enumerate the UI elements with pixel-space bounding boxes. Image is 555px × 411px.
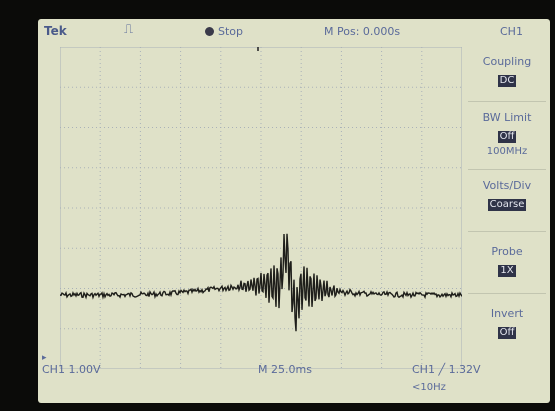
bw-limit-bandwidth: 100MHz [486,146,528,157]
menu-divider [468,169,546,170]
channel-scale-readout: CH1 1.00V [42,363,101,376]
probe-menu-button[interactable]: Probe 1X [470,245,544,277]
trigger-edge-icon: ⎍ [124,22,134,37]
horizontal-position-readout: M Pos: 0.000s [324,25,401,38]
run-state-indicator-icon [205,27,214,36]
channel-menu: CH1 Coupling DC BW Limit Off 100MHz Volt… [462,19,550,403]
run-state-label: Stop [218,25,244,38]
channel-ground-marker-icon: ▸ [42,353,47,363]
oscilloscope-screen: Tek ⎍ Stop M Pos: 0.000s CH1 Coupling DC… [38,19,550,403]
menu-divider [468,101,546,102]
menu-divider [468,231,546,232]
probe-label: Probe [491,245,523,258]
coupling-label: Coupling [482,55,532,68]
timebase-readout: M 25.0ms [258,363,312,376]
menu-title: CH1 [500,25,523,38]
graticule [60,47,462,369]
trigger-frequency-readout: <10Hz [412,382,446,393]
bw-limit-menu-button[interactable]: BW Limit Off 100MHz [470,111,544,158]
waveform-display [60,47,462,369]
trigger-level-readout: CH1 ╱ 1.32V [412,363,481,376]
volts-div-label: Volts/Div [482,179,532,192]
volts-div-value: Coarse [487,199,527,211]
trigger-position-marker-icon [257,47,259,51]
brand-logo: Tek [44,24,67,38]
invert-value: Off [497,327,517,339]
invert-menu-button[interactable]: Invert Off [470,307,544,339]
coupling-value: DC [497,75,517,87]
coupling-menu-button[interactable]: Coupling DC [470,55,544,87]
probe-value: 1X [498,265,516,277]
invert-label: Invert [490,307,524,320]
bw-limit-label: BW Limit [482,111,532,124]
menu-divider [468,293,546,294]
bw-limit-value: Off [497,131,517,143]
waveform-trace [60,233,462,332]
volts-div-menu-button[interactable]: Volts/Div Coarse [470,179,544,211]
